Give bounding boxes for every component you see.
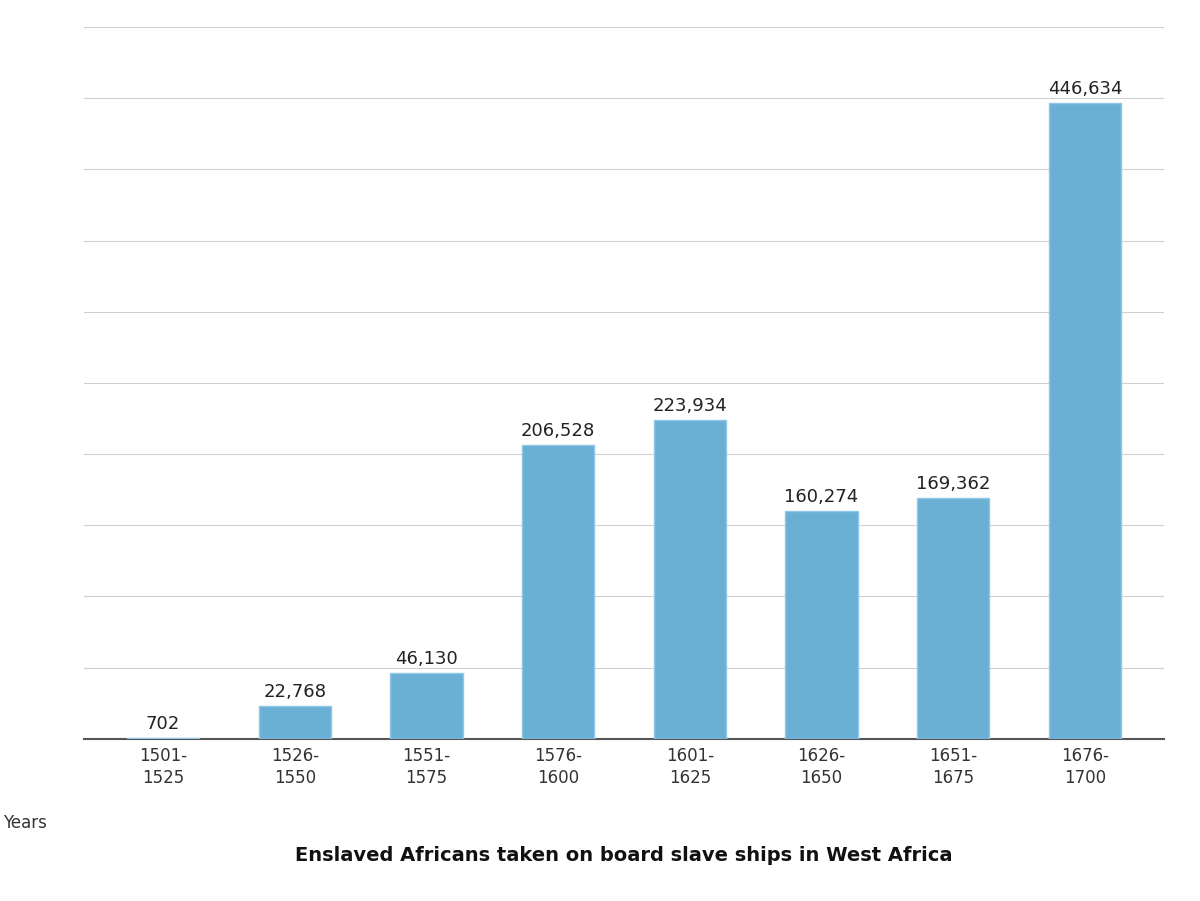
Text: 206,528: 206,528 (521, 422, 595, 440)
Text: 160,274: 160,274 (785, 487, 859, 505)
Text: 223,934: 223,934 (653, 397, 727, 415)
Bar (522, 445, 594, 739)
Bar (390, 673, 463, 739)
Bar (127, 738, 199, 739)
Text: 22,768: 22,768 (263, 684, 326, 701)
Text: 169,362: 169,362 (916, 475, 990, 493)
Text: Years: Years (4, 814, 47, 832)
Text: 46,130: 46,130 (395, 651, 458, 669)
Bar (785, 511, 858, 739)
Text: 702: 702 (146, 714, 180, 733)
Bar (917, 497, 990, 739)
Text: 446,634: 446,634 (1048, 80, 1122, 98)
Bar (1049, 103, 1121, 739)
Bar (258, 706, 331, 739)
Text: Enslaved Africans taken on board slave ships in West Africa: Enslaved Africans taken on board slave s… (295, 846, 953, 865)
Bar (654, 420, 726, 739)
